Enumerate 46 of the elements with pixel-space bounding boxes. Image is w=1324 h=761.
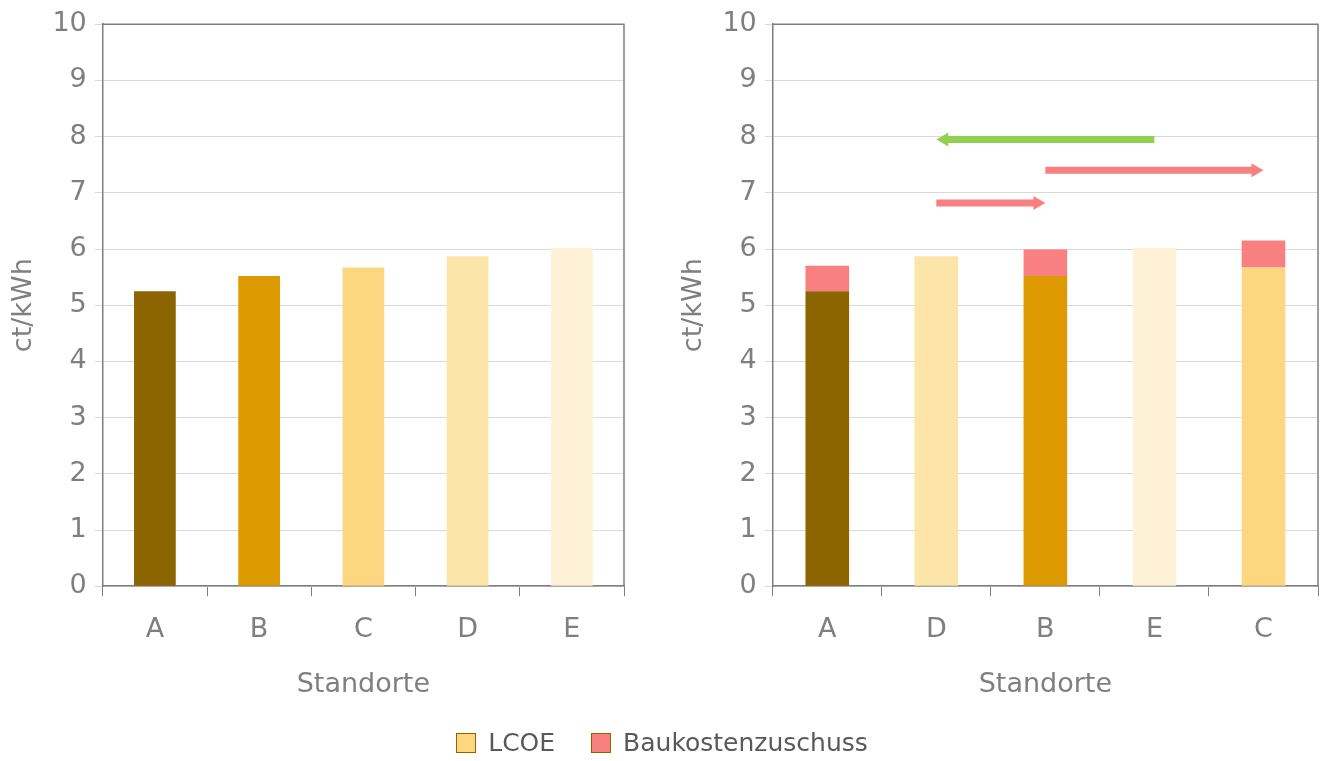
bar xyxy=(1023,249,1068,276)
y-tick-label: 7 xyxy=(739,174,757,206)
y-tick-label: 9 xyxy=(739,62,757,94)
x-tick-label: C xyxy=(1254,612,1273,644)
x-tick-label: E xyxy=(563,612,581,644)
y-tick-label: 7 xyxy=(69,174,87,206)
y-tick-label: 3 xyxy=(69,399,87,431)
x-axis-title: Standorte xyxy=(978,666,1113,698)
bar xyxy=(1132,247,1177,586)
x-tick-label: A xyxy=(145,612,165,644)
x-tick-label: C xyxy=(353,612,373,644)
y-tick-label: 4 xyxy=(739,343,757,375)
x-tick-label: B xyxy=(1036,612,1055,644)
bar xyxy=(1023,275,1068,586)
y-tick-label: 1 xyxy=(69,512,87,544)
y-axis-title: ct/kWh xyxy=(676,258,708,353)
bar xyxy=(1241,240,1286,268)
y-tick-label: 0 xyxy=(739,568,757,600)
x-tick-label: E xyxy=(1145,612,1163,644)
legend-label: LCOE xyxy=(488,728,556,757)
x-axis-title: Standorte xyxy=(296,666,431,698)
y-tick-label: 2 xyxy=(739,455,757,487)
x-tick-label: D xyxy=(457,612,479,644)
x-tick-label: B xyxy=(249,612,269,644)
y-axis-title: ct/kWh xyxy=(6,258,38,353)
y-tick-label: 6 xyxy=(69,231,87,263)
y-tick-label: 1 xyxy=(739,512,757,544)
legend-label: Baukostenzuschuss xyxy=(623,728,868,757)
y-tick-label: 8 xyxy=(69,118,87,150)
y-tick-label: 0 xyxy=(69,568,87,600)
y-tick-label: 4 xyxy=(69,343,87,375)
bar xyxy=(1241,267,1286,586)
y-tick-label: 3 xyxy=(739,399,757,431)
x-tick-label: A xyxy=(818,612,838,644)
y-tick-label: 10 xyxy=(722,6,757,38)
y-tick-label: 5 xyxy=(739,287,757,319)
bar xyxy=(805,291,850,586)
x-tick-label: D xyxy=(925,612,947,644)
y-tick-label: 8 xyxy=(739,118,757,150)
y-tick-label: 10 xyxy=(52,6,87,38)
y-tick-label: 6 xyxy=(739,231,757,263)
y-tick-label: 5 xyxy=(69,287,87,319)
bar xyxy=(914,256,959,586)
bar xyxy=(805,265,850,292)
y-tick-label: 2 xyxy=(69,455,87,487)
y-tick-label: 9 xyxy=(69,62,87,94)
